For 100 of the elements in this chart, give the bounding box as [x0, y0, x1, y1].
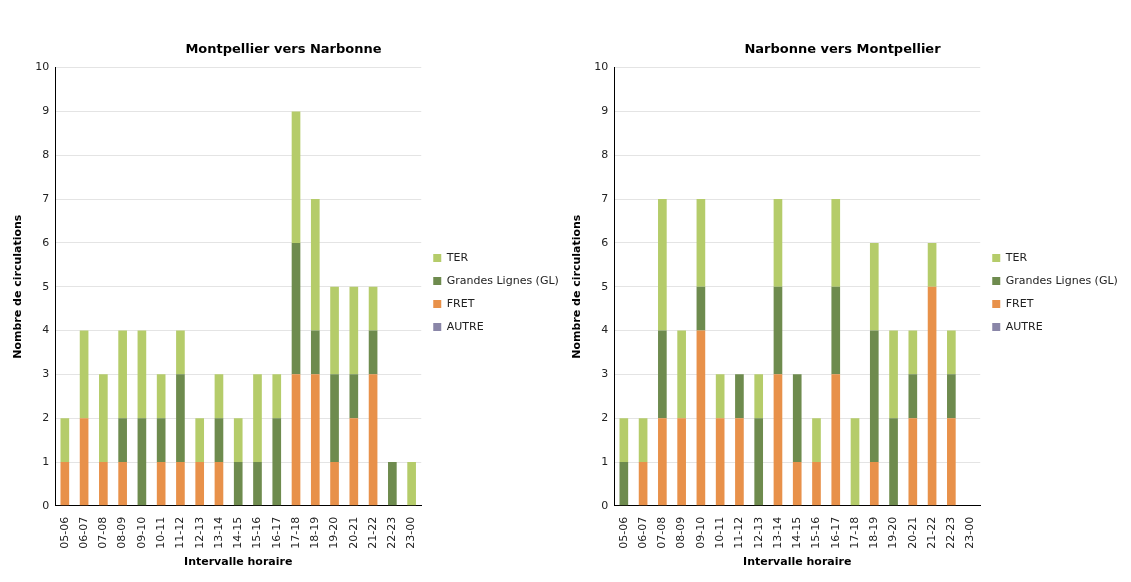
bar: [349, 418, 359, 506]
bar: [310, 199, 320, 331]
x-tick-label: 11-12: [173, 516, 187, 549]
bar: [176, 330, 185, 375]
x-tick-label: 11-12: [732, 516, 746, 549]
bar: [176, 462, 185, 506]
bar: [947, 330, 956, 375]
bar: [812, 462, 821, 506]
y-tick-label: 7: [601, 191, 609, 205]
bar: [253, 462, 262, 506]
bar: [156, 462, 166, 506]
bar: [773, 286, 783, 375]
bar: [792, 374, 802, 463]
bar: [658, 199, 667, 331]
y-axis-title: Nombre de circulations: [570, 214, 584, 359]
bar: [715, 374, 725, 419]
bar: [812, 418, 821, 463]
y-tick-label: 7: [42, 191, 50, 205]
x-tick-label: 20-21: [346, 516, 360, 549]
x-tick-label: 13-14: [211, 516, 225, 549]
bar: [754, 418, 764, 506]
x-axis-title: Intervalle horaire: [184, 555, 293, 569]
bar: [388, 462, 397, 506]
x-tick-label: 21-22: [365, 516, 379, 549]
x-tick-label: 08-09: [115, 516, 129, 549]
bar: [137, 330, 147, 419]
bar: [253, 374, 262, 463]
bar: [619, 418, 629, 463]
bar: [233, 462, 243, 506]
bar: [330, 462, 339, 506]
bar: [638, 418, 648, 463]
x-tick-label: 12-13: [192, 516, 206, 549]
x-tick-label: 09-10: [134, 516, 148, 549]
bar: [831, 286, 841, 375]
bar: [214, 418, 224, 463]
x-tick-label: 17-18: [288, 516, 302, 549]
bar: [407, 462, 416, 506]
x-tick-label: 16-17: [269, 516, 283, 549]
x-tick-label: 12-13: [751, 516, 765, 549]
x-axis-title: Intervalle horaire: [743, 555, 852, 569]
bar: [118, 418, 127, 463]
bar: [137, 418, 147, 506]
bar: [658, 418, 667, 506]
y-tick-label: 4: [601, 323, 609, 337]
legend-label: Grandes Lignes (GL): [1005, 273, 1118, 287]
x-tick-label: 21-22: [924, 516, 938, 549]
bar: [927, 286, 937, 506]
x-tick-label: 20-21: [905, 516, 919, 549]
bar: [330, 374, 339, 463]
x-tick-label: 18-19: [867, 516, 881, 549]
x-tick-label: 15-16: [250, 516, 264, 549]
bar: [291, 111, 301, 243]
legend-label: Grandes Lignes (GL): [446, 273, 559, 287]
bar: [677, 418, 686, 506]
bar: [291, 374, 301, 506]
bar: [947, 374, 956, 419]
y-tick-label: 5: [601, 279, 609, 293]
bar: [715, 418, 725, 506]
bar: [638, 462, 648, 506]
legend-label: AUTRE: [1005, 319, 1043, 333]
bar: [310, 374, 320, 506]
bar: [79, 418, 89, 506]
bar: [696, 199, 706, 287]
y-tick-label: 10: [35, 60, 50, 74]
bar: [850, 418, 860, 506]
bar: [272, 374, 282, 419]
y-tick-label: 8: [601, 148, 609, 162]
y-tick-label: 2: [601, 411, 609, 425]
bar: [658, 330, 667, 419]
y-tick-label: 0: [42, 498, 50, 512]
y-tick-label: 8: [42, 148, 50, 162]
bar: [908, 330, 918, 375]
x-tick-label: 05-06: [57, 516, 71, 549]
y-tick-label: 4: [42, 323, 50, 337]
bar: [156, 374, 166, 419]
bar: [696, 286, 706, 331]
bar: [330, 286, 339, 375]
bar: [118, 462, 127, 506]
x-tick-label: 18-19: [308, 516, 322, 549]
bar: [619, 462, 629, 506]
x-tick-label: 06-07: [76, 516, 90, 549]
y-tick-label: 3: [42, 367, 50, 381]
bar: [214, 462, 224, 506]
bar: [754, 374, 764, 419]
x-tick-label: 13-14: [770, 516, 784, 549]
bar: [310, 330, 320, 375]
bar: [735, 374, 744, 419]
y-tick-label: 3: [601, 367, 609, 381]
bar: [792, 462, 802, 506]
bar: [99, 374, 108, 463]
bar: [368, 286, 378, 331]
bar: [677, 330, 686, 419]
y-tick-label: 6: [601, 235, 609, 249]
bar: [79, 330, 89, 419]
legend-label: AUTRE: [446, 319, 484, 333]
y-tick-label: 2: [42, 411, 50, 425]
bar: [696, 330, 706, 506]
y-tick-label: 1: [42, 454, 50, 468]
bar: [947, 418, 956, 506]
bar: [368, 330, 378, 375]
